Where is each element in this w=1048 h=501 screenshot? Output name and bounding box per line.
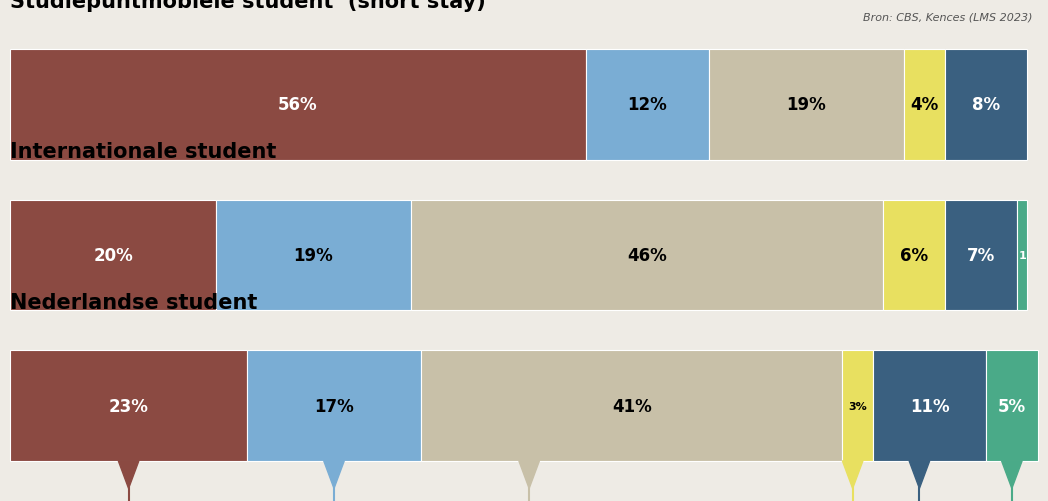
Text: 4%: 4% (911, 96, 939, 114)
Polygon shape (843, 461, 863, 488)
Polygon shape (324, 461, 344, 488)
Bar (708, 50, 904, 160)
Text: 56%: 56% (278, 96, 318, 114)
Bar (843, 351, 873, 461)
Bar (945, 200, 1017, 311)
Bar (986, 351, 1038, 461)
Text: 41%: 41% (612, 397, 652, 415)
Bar (411, 200, 883, 311)
Text: 20%: 20% (93, 246, 133, 265)
Bar (873, 351, 986, 461)
Bar (945, 50, 1027, 160)
Text: 8%: 8% (973, 96, 1000, 114)
Bar (883, 200, 945, 311)
Text: 19%: 19% (787, 96, 826, 114)
Polygon shape (118, 461, 138, 488)
Polygon shape (1002, 461, 1022, 488)
Text: 6%: 6% (900, 246, 929, 265)
Text: 7%: 7% (967, 246, 996, 265)
Text: 46%: 46% (628, 246, 668, 265)
Text: 5%: 5% (998, 397, 1026, 415)
Text: 12%: 12% (628, 96, 668, 114)
Text: 11%: 11% (910, 397, 949, 415)
Bar (10, 351, 246, 461)
Bar (216, 200, 411, 311)
Bar (586, 50, 708, 160)
Text: 1: 1 (1019, 250, 1026, 261)
Text: 17%: 17% (314, 397, 354, 415)
Bar (246, 351, 421, 461)
Text: Bron: CBS, Kences (LMS 2023): Bron: CBS, Kences (LMS 2023) (863, 13, 1032, 23)
Text: Nederlandse student: Nederlandse student (10, 292, 258, 312)
Bar (1017, 200, 1027, 311)
Text: 19%: 19% (293, 246, 333, 265)
Text: Studiepuntmobiele student  (short stay): Studiepuntmobiele student (short stay) (10, 0, 486, 12)
Bar (10, 50, 586, 160)
Bar (10, 200, 216, 311)
Text: 23%: 23% (109, 397, 149, 415)
Bar (904, 50, 945, 160)
Bar (421, 351, 843, 461)
Text: Internationale student: Internationale student (10, 142, 277, 162)
Polygon shape (519, 461, 540, 488)
Polygon shape (910, 461, 930, 488)
Text: 3%: 3% (849, 401, 867, 411)
